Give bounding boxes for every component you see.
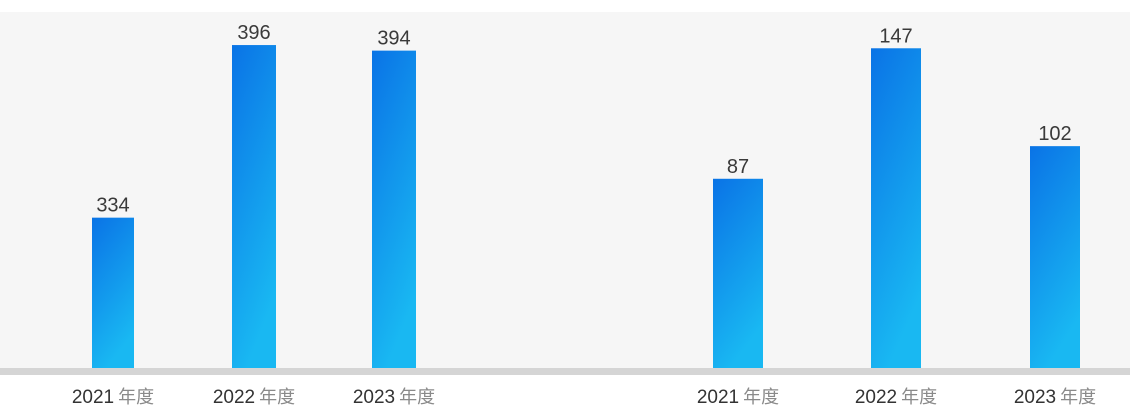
tick-label-chart1-2021: 2021 年度 [72,387,154,408]
tick-label-chart2-2022: 2022 年度 [855,387,937,408]
tick-label-chart1-2022: 2022 年度 [213,387,295,408]
data-label-chart1-2021: 334 [96,195,129,217]
bar-chart1-2023 [372,50,416,369]
tick-label-chart2-2023: 2023 年度 [1014,387,1096,408]
data-label-chart2-2023: 102 [1038,123,1071,145]
data-label-chart2-2022: 147 [879,25,912,47]
tick-label-chart2-2021: 2021 年度 [697,387,779,408]
bar-chart2-2022 [871,48,921,369]
x-axis-baseline [0,368,1130,375]
data-label-chart1-2023: 394 [377,28,410,50]
bar-chart2-2021 [713,178,763,368]
tick-label-chart1-2023: 2023 年度 [353,387,435,408]
data-label-chart1-2022: 396 [237,22,270,44]
chart-marks: 334 2021 年度 396 2022 年度 394 2023 年度 87 2021 年度 147 20… [72,22,1096,408]
bar-chart1-2022 [232,45,276,368]
plot-background [0,12,1130,368]
bar-chart2-2023 [1030,146,1080,368]
data-label-chart2-2021: 87 [727,156,749,178]
bar-chart1-2021 [92,217,134,368]
